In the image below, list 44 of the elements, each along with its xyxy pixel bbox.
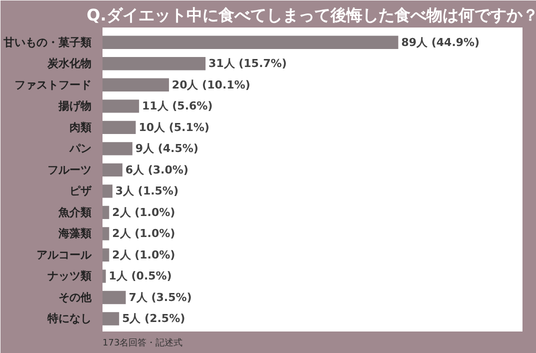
bar (102, 206, 110, 220)
bar (102, 290, 126, 304)
bar (102, 100, 140, 113)
data-label: 2人 (1.0%) (112, 248, 176, 262)
data-label: 3人 (1.5%) (115, 184, 178, 198)
text: 173名回答・記述式 (102, 338, 183, 348)
data-label: 11人 (5.6%) (142, 100, 213, 113)
data-label: 10人 (5.1%) (138, 120, 210, 134)
data-label: 1人 (0.5%) (108, 270, 172, 283)
bar (102, 36, 398, 49)
bar (102, 120, 136, 134)
y-tick-label: 肉類 (70, 120, 92, 134)
y-tick-label: ピザ (70, 184, 92, 198)
data-label: 7人 (3.5%) (128, 290, 192, 304)
y-tick-label: 海藻類 (58, 227, 92, 240)
y-tick-label: フルーツ (48, 163, 92, 176)
y-tick-label: 特になし (46, 312, 92, 326)
y-tick-label: ファストフード (14, 78, 92, 92)
y-tick-label: パン (68, 142, 92, 156)
data-label: 31人 (15.7%) (208, 57, 287, 70)
data-label: 9人 (4.5%) (135, 142, 198, 156)
data-label: 2人 (1.0%) (112, 227, 176, 240)
bar (102, 270, 106, 283)
y-tick-label: 魚介類 (58, 206, 92, 219)
y-tick-label: 揚げ物 (58, 100, 92, 113)
bar (102, 78, 169, 92)
bar (102, 163, 122, 177)
y-tick-label: ナッツ類 (48, 270, 92, 283)
y-tick-label: 炭水化物 (46, 57, 92, 70)
bar (102, 312, 120, 326)
data-label: 89人 (44.9%) (401, 36, 480, 49)
data-label: 20人 (10.1%) (172, 78, 250, 92)
data-label: 5人 (2.5%) (122, 312, 186, 326)
bar (102, 227, 110, 240)
chart-title: Q.ダイエット中に食べてしまって後悔した食べ物は何ですか？ (86, 6, 536, 24)
y-tick-label: アルコール (36, 248, 92, 262)
bar (102, 184, 112, 198)
bar (102, 57, 206, 70)
y-tick-label: その他 (58, 290, 92, 304)
bar (102, 248, 110, 262)
data-label: 2人 (1.0%) (112, 206, 176, 219)
data-label: 6人 (3.0%) (125, 163, 188, 176)
y-tick-label: 甘いもの・菓子類 (2, 36, 92, 49)
bar (102, 142, 132, 156)
